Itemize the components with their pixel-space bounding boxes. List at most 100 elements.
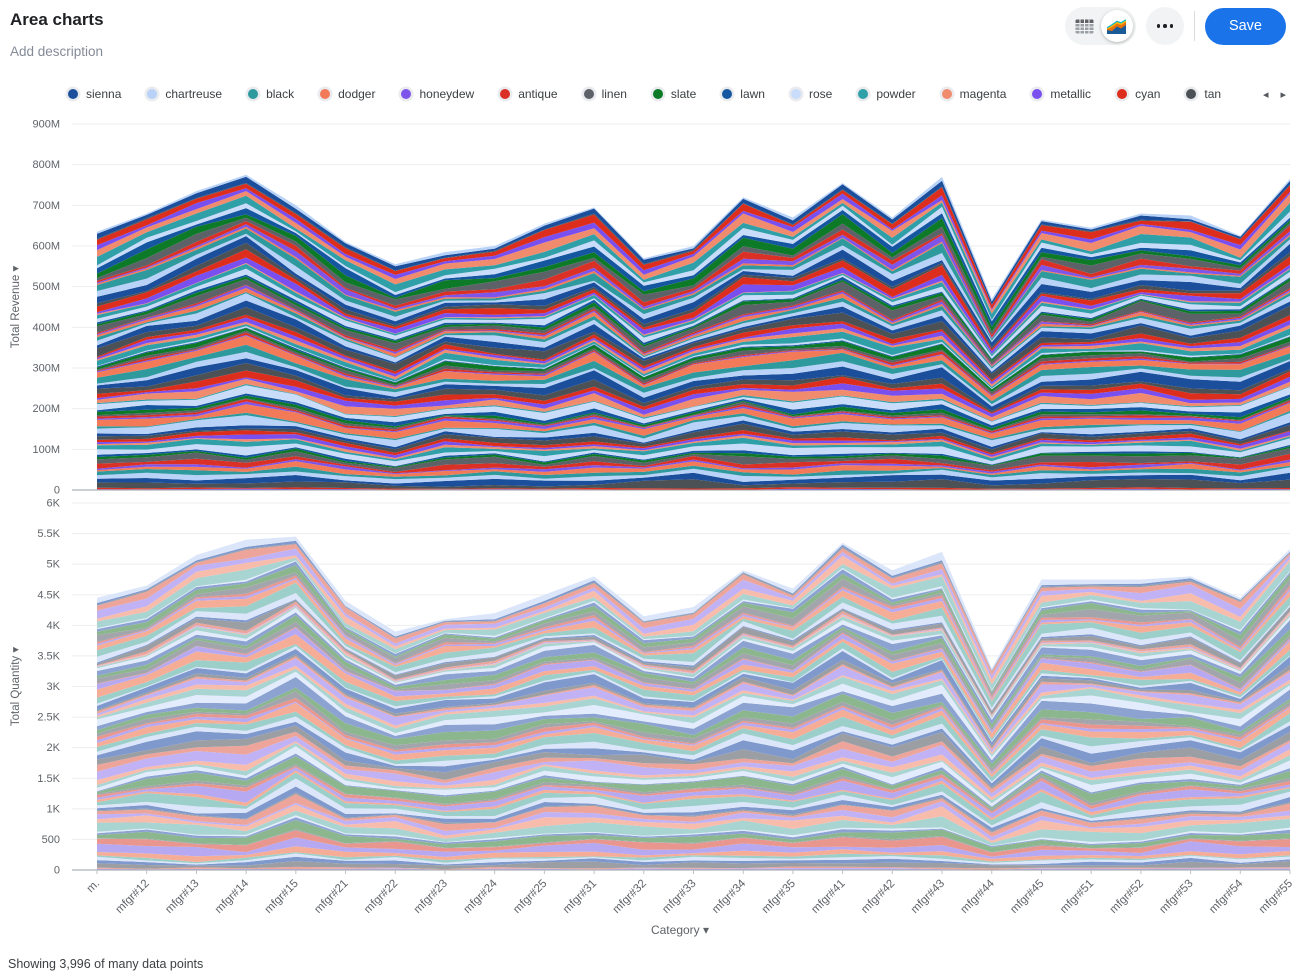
area-band[interactable] [97, 370, 1290, 414]
area-band[interactable] [97, 731, 1290, 794]
legend-item-magenta[interactable]: magenta [941, 87, 1006, 101]
area-band[interactable] [97, 236, 1290, 348]
area-band[interactable] [97, 317, 1290, 385]
area-band[interactable] [97, 794, 1290, 837]
table-view-button[interactable] [1068, 10, 1101, 42]
area-band[interactable] [97, 435, 1290, 460]
area-band[interactable] [97, 830, 1290, 857]
legend-prev-button[interactable]: ◂ [1262, 88, 1269, 101]
area-band[interactable] [97, 226, 1290, 339]
area-band[interactable] [97, 742, 1290, 804]
area-band[interactable] [97, 820, 1290, 853]
legend-next-button[interactable]: ▸ [1280, 88, 1286, 101]
area-band[interactable] [97, 856, 1290, 866]
area-band[interactable] [97, 453, 1290, 474]
legend-item-linen[interactable]: linen [583, 87, 627, 101]
description-placeholder[interactable]: Add description [10, 44, 104, 59]
area-band[interactable] [97, 217, 1290, 335]
legend-item-cyan[interactable]: cyan [1117, 87, 1160, 101]
area-band[interactable] [97, 472, 1290, 487]
area-band[interactable] [97, 183, 1290, 309]
area-band[interactable] [97, 257, 1290, 355]
area-band[interactable] [97, 786, 1290, 832]
area-band[interactable] [97, 363, 1290, 413]
area-band[interactable] [97, 214, 1290, 332]
area-band[interactable] [97, 191, 1290, 314]
legend-item-black[interactable]: black [248, 87, 294, 101]
area-band[interactable] [97, 711, 1290, 782]
area-band[interactable] [97, 328, 1290, 392]
legend-item-lawn[interactable]: lawn [722, 87, 765, 101]
area-band[interactable] [97, 188, 1290, 311]
area-band[interactable] [97, 837, 1290, 859]
area-band[interactable] [97, 195, 1290, 320]
area-band[interactable] [97, 764, 1290, 812]
area-band[interactable] [97, 866, 1290, 870]
area-band[interactable] [97, 412, 1290, 448]
area-band[interactable] [97, 344, 1290, 405]
area-band[interactable] [97, 846, 1290, 862]
area-band[interactable] [97, 772, 1290, 826]
area-band[interactable] [97, 330, 1290, 395]
legend-item-honeydew[interactable]: honeydew [401, 87, 474, 101]
legend-item-powder[interactable]: powder [858, 87, 916, 101]
area-band[interactable] [97, 459, 1290, 475]
area-band[interactable] [97, 423, 1290, 454]
save-button[interactable]: Save [1204, 7, 1286, 45]
area-band[interactable] [97, 815, 1290, 847]
area-band[interactable] [97, 829, 1290, 853]
area-band[interactable] [97, 810, 1290, 846]
area-band[interactable] [97, 555, 1290, 685]
area-band[interactable] [97, 756, 1290, 810]
area-band[interactable] [97, 860, 1290, 870]
area-band[interactable] [97, 479, 1290, 489]
legend-item-slate[interactable]: slate [652, 87, 696, 101]
area-band[interactable] [97, 438, 1290, 467]
area-band[interactable] [97, 203, 1290, 322]
area-band[interactable] [97, 385, 1290, 426]
area-band[interactable] [97, 395, 1290, 431]
legend-item-rose[interactable]: rose [790, 87, 832, 101]
area-band[interactable] [97, 224, 1290, 339]
more-options-button[interactable] [1145, 7, 1184, 45]
area-band[interactable] [97, 332, 1290, 396]
legend-item-chartreuse[interactable]: chartreuse [147, 87, 222, 101]
area-band[interactable] [97, 358, 1290, 411]
x-axis-title[interactable]: Category ▾ [651, 923, 709, 937]
area-band[interactable] [97, 487, 1290, 490]
area-band[interactable] [97, 268, 1290, 359]
area-band[interactable] [97, 176, 1290, 305]
area-band[interactable] [97, 852, 1290, 864]
area-band[interactable] [97, 766, 1290, 814]
legend-item-tan[interactable]: tan [1186, 87, 1221, 101]
area-band[interactable] [97, 430, 1290, 456]
legend-item-metallic[interactable]: metallic [1032, 87, 1091, 101]
area-band[interactable] [97, 378, 1290, 422]
area-band[interactable] [97, 465, 1290, 480]
area-band[interactable] [97, 431, 1290, 458]
area-band[interactable] [97, 736, 1290, 798]
area-band[interactable] [97, 853, 1290, 865]
area-band[interactable] [97, 399, 1290, 433]
area-band[interactable] [97, 448, 1290, 472]
area-band[interactable] [97, 351, 1290, 407]
area-band[interactable] [97, 398, 1290, 432]
chart-view-button[interactable] [1100, 10, 1133, 42]
area-band[interactable] [97, 279, 1290, 365]
area-band[interactable] [97, 314, 1290, 382]
y-axis-title[interactable]: Total Quantity ▾ [10, 647, 22, 727]
area-band[interactable] [97, 770, 1290, 821]
area-band[interactable] [97, 461, 1290, 477]
area-band[interactable] [97, 536, 1290, 671]
area-band[interactable] [97, 767, 1290, 818]
area-band[interactable] [97, 804, 1290, 843]
area-band[interactable] [97, 817, 1290, 848]
area-band[interactable] [97, 403, 1290, 439]
area-band[interactable] [97, 725, 1290, 790]
area-band[interactable] [97, 300, 1290, 374]
area-band[interactable] [97, 778, 1290, 828]
area-band[interactable] [97, 702, 1290, 778]
area-band[interactable] [97, 335, 1290, 402]
area-band[interactable] [97, 467, 1290, 484]
area-band[interactable] [97, 801, 1290, 841]
